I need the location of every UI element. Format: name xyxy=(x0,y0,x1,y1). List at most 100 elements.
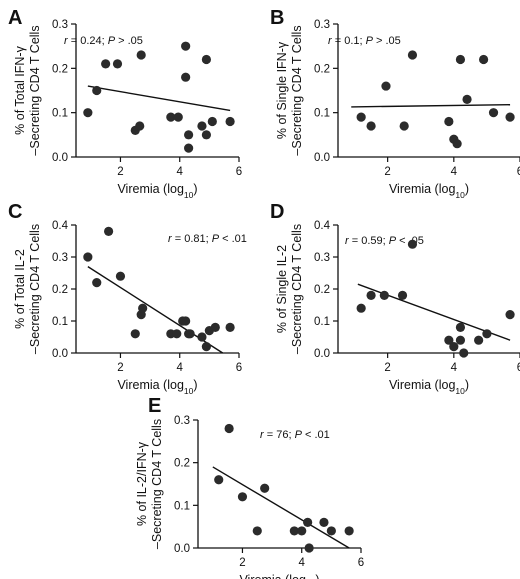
y-axis-label: –Secreting CD4 T Cells xyxy=(28,224,42,354)
y-tick-label: 0.3 xyxy=(314,19,330,31)
data-point xyxy=(444,335,454,345)
data-point xyxy=(344,526,354,536)
x-tick-label: 2 xyxy=(384,166,390,178)
data-point xyxy=(138,303,148,313)
y-tick-label: 0.1 xyxy=(52,108,68,120)
data-point xyxy=(356,112,366,122)
data-point xyxy=(224,423,234,434)
x-tick-label: 6 xyxy=(517,362,520,374)
x-axis-label: Viremia (log10) xyxy=(239,573,319,579)
data-point xyxy=(181,41,191,51)
y-tick-label: 0.2 xyxy=(52,284,68,296)
data-point xyxy=(197,121,207,131)
data-point xyxy=(444,116,454,127)
y-tick-label: 0.0 xyxy=(174,543,190,555)
x-tick-label: 4 xyxy=(451,166,458,178)
data-point xyxy=(455,335,466,345)
data-point xyxy=(488,108,499,118)
data-point xyxy=(381,81,391,91)
x-axis-label: Viremia (log10) xyxy=(389,182,469,200)
panel-c: C 2 4 6 0.0 0.1 0.2 0.3 0.4 Viremia (log10) % of T… xyxy=(8,201,247,396)
data-point xyxy=(252,526,262,536)
data-point xyxy=(166,112,176,122)
data-point xyxy=(366,290,376,300)
data-point xyxy=(505,310,515,320)
y-tick-label: 0.2 xyxy=(314,284,330,296)
y-tick-label: 0.3 xyxy=(174,415,190,427)
x-axis-label: Viremia (log10) xyxy=(389,378,469,396)
data-point xyxy=(289,526,299,536)
panel-letter: A xyxy=(8,7,22,29)
data-point xyxy=(214,475,224,485)
panel-letter: D xyxy=(270,201,284,223)
data-point xyxy=(184,143,194,153)
data-point xyxy=(482,329,492,339)
data-point xyxy=(399,121,409,131)
x-tick-label: 2 xyxy=(117,362,123,374)
data-point xyxy=(407,50,418,60)
y-tick-label: 0.1 xyxy=(52,316,68,328)
y-tick-label: 0.0 xyxy=(52,152,68,164)
x-tick-label: 4 xyxy=(177,166,184,178)
correlation-stat: r = 76; P < .01 xyxy=(260,429,330,441)
y-tick-label: 0.1 xyxy=(314,316,330,328)
data-point xyxy=(407,239,418,249)
data-point xyxy=(101,59,111,69)
data-point xyxy=(185,329,195,339)
data-point xyxy=(237,492,248,502)
y-axis-label: –Secreting CD4 T Cells xyxy=(150,419,164,549)
y-tick-label: 0.1 xyxy=(314,108,330,120)
y-axis-label: % of Single IFN-γ xyxy=(275,41,289,139)
panel-d: D 2 4 6 0.0 0.1 0.2 0.3 0.4 Viremia (log10) % of S… xyxy=(270,201,520,396)
y-axis-label: –Secreting CD4 T Cells xyxy=(290,224,304,354)
x-tick-label: 4 xyxy=(451,362,458,374)
data-point xyxy=(210,322,220,332)
x-tick-label: 6 xyxy=(236,362,242,374)
data-point xyxy=(201,54,211,65)
y-tick-label: 0.0 xyxy=(314,348,330,360)
data-point xyxy=(505,112,515,122)
data-point xyxy=(181,72,191,82)
y-tick-label: 0.2 xyxy=(174,458,190,470)
y-tick-label: 0.2 xyxy=(52,63,68,75)
y-axis-label: % of Total IL-2 xyxy=(13,249,27,329)
data-point xyxy=(449,342,459,352)
data-point xyxy=(83,252,93,262)
data-point xyxy=(366,121,376,131)
panel-a: A 2 4 6 0.0 0.1 0.2 0.3 Viremia (log10) % of Tota… xyxy=(8,7,242,200)
data-point xyxy=(260,483,270,493)
data-point xyxy=(172,329,182,339)
panel-b: B 2 4 6 0.0 0.1 0.2 0.3 Viremia (log10) % of Sing… xyxy=(270,7,520,200)
data-point xyxy=(297,526,307,536)
correlation-stat: r = 0.81; P < .01 xyxy=(168,233,247,245)
x-axis-label: Viremia (log10) xyxy=(117,182,197,200)
data-point xyxy=(474,335,484,345)
data-point xyxy=(104,226,114,236)
x-tick-label: 2 xyxy=(239,557,245,569)
y-tick-label: 0.3 xyxy=(52,19,68,31)
data-point xyxy=(225,116,235,127)
y-axis-label: % of Single IL-2 xyxy=(275,245,289,333)
data-point xyxy=(130,329,140,339)
regression-line xyxy=(212,466,350,549)
data-point xyxy=(459,348,469,358)
x-tick-label: 2 xyxy=(384,362,390,374)
data-point xyxy=(112,59,123,69)
y-tick-label: 0.0 xyxy=(314,152,330,164)
y-axis-label: –Secreting CD4 T Cells xyxy=(28,25,42,155)
data-point xyxy=(397,290,408,300)
data-point xyxy=(479,54,489,65)
data-point xyxy=(92,85,102,96)
y-axis-label: % of IL-2/IFN-γ xyxy=(135,441,149,526)
x-axis-label: Viremia (log10) xyxy=(117,378,197,396)
y-tick-label: 0.4 xyxy=(314,220,331,232)
data-point xyxy=(452,139,462,149)
x-tick-label: 4 xyxy=(299,557,306,569)
y-tick-label: 0.1 xyxy=(174,500,190,512)
data-point xyxy=(173,112,183,122)
data-point xyxy=(178,316,188,326)
x-tick-label: 6 xyxy=(517,166,520,178)
data-point xyxy=(207,116,217,127)
data-point xyxy=(201,130,211,140)
